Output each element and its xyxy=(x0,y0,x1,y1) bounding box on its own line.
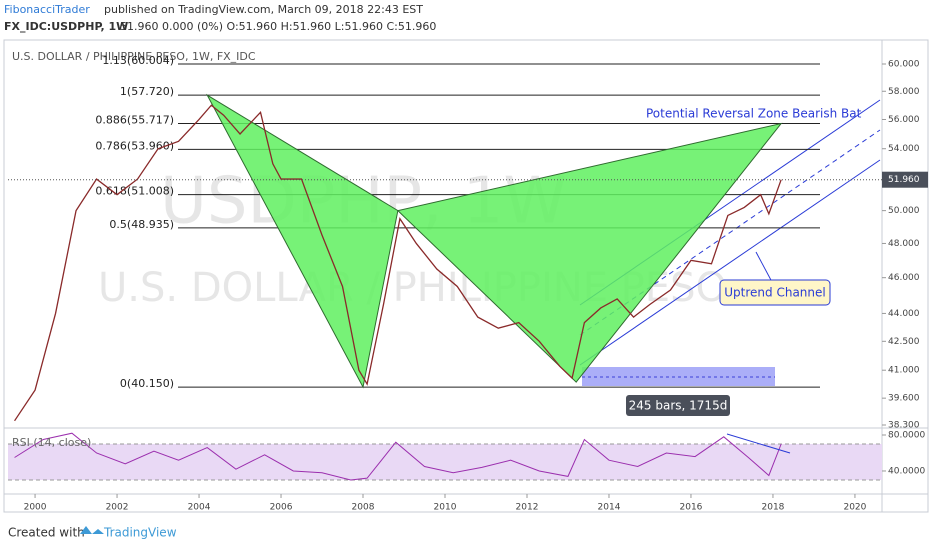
rsi-title: RSI (14, close) xyxy=(12,436,91,449)
rsi-line xyxy=(14,432,782,481)
fib-label: 0.886(55.717) xyxy=(95,114,174,127)
x-tick-label: 2006 xyxy=(270,503,293,513)
fib-label: 0.786(53.960) xyxy=(95,139,174,152)
quote: 51.960 0.000 (0%) O:51.960 H:51.960 L:51… xyxy=(120,20,436,33)
x-tick-label: 2020 xyxy=(843,503,866,513)
callout-box xyxy=(719,279,831,306)
x-tick-label: 2004 xyxy=(188,503,211,513)
price-tick-label: 41.000 xyxy=(888,366,920,376)
harmonic-triangle xyxy=(396,122,783,383)
symbol: FX_IDC:USDPHP, 1W xyxy=(4,20,128,33)
x-tick-label: 2000 xyxy=(24,503,47,513)
published: published on TradingView.com, March 09, … xyxy=(104,3,423,16)
price-tick-label: 46.000 xyxy=(888,273,920,283)
fib-label: 0.5(48.935) xyxy=(109,218,174,231)
price-tick-label: 50.000 xyxy=(888,206,920,216)
rsi-band xyxy=(8,444,882,480)
last-price-label: 51.960 xyxy=(888,175,920,185)
rsi-tick-label: 80.0000 xyxy=(888,431,925,441)
channel-lower xyxy=(579,159,881,366)
harmonic-triangle xyxy=(205,93,399,389)
fib-label: 1(57.720) xyxy=(120,85,174,98)
price-tick-label: 38.300 xyxy=(888,421,920,431)
rsi-tick-label: 40.0000 xyxy=(888,466,925,476)
range-label: 245 bars, 1715d xyxy=(629,399,728,413)
channel-label: Uptrend Channel xyxy=(724,286,825,300)
x-tick-label: 2008 xyxy=(352,503,375,513)
rsi-trendline xyxy=(726,433,791,454)
x-tick-label: 2010 xyxy=(434,503,457,513)
price-tick-label: 42.500 xyxy=(888,337,920,347)
chart-frame xyxy=(3,39,929,513)
chart-title: U.S. DOLLAR / PHILIPPINE PESO, 1W, FX_ID… xyxy=(12,50,256,63)
callout-pointer xyxy=(755,251,773,283)
footer-brand[interactable]: TradingView xyxy=(103,526,177,540)
x-tick-label: 2014 xyxy=(598,503,621,513)
fib-label: 0(40.150) xyxy=(120,377,174,390)
price-tick-label: 44.000 xyxy=(888,309,920,319)
x-tick-label: 2012 xyxy=(516,503,539,513)
x-tick-label: 2002 xyxy=(106,503,129,513)
price-tick-label: 54.000 xyxy=(888,144,920,154)
tv-logo xyxy=(80,526,104,534)
x-tick-label: 2016 xyxy=(680,503,703,513)
price-line xyxy=(14,104,782,422)
price-tick-label: 60.000 xyxy=(888,60,920,70)
prz-label: Potential Reversal Zone Bearish Bat xyxy=(646,107,862,121)
fib-label: 1.13(60.004) xyxy=(102,54,174,67)
price-tick-label: 39.600 xyxy=(888,394,920,404)
author[interactable]: FibonacciTrader xyxy=(4,3,90,16)
footer-text: Created with xyxy=(8,526,85,540)
fib-label: 0.618(51.008) xyxy=(95,185,174,198)
last-price-tag xyxy=(882,171,928,188)
range-tag xyxy=(626,395,730,416)
price-tick-label: 48.000 xyxy=(888,239,920,249)
price-tick-label: 56.000 xyxy=(888,115,920,125)
channel-middle xyxy=(579,129,881,336)
price-tick-label: 58.000 xyxy=(888,87,920,97)
x-tick-label: 2018 xyxy=(762,503,785,513)
